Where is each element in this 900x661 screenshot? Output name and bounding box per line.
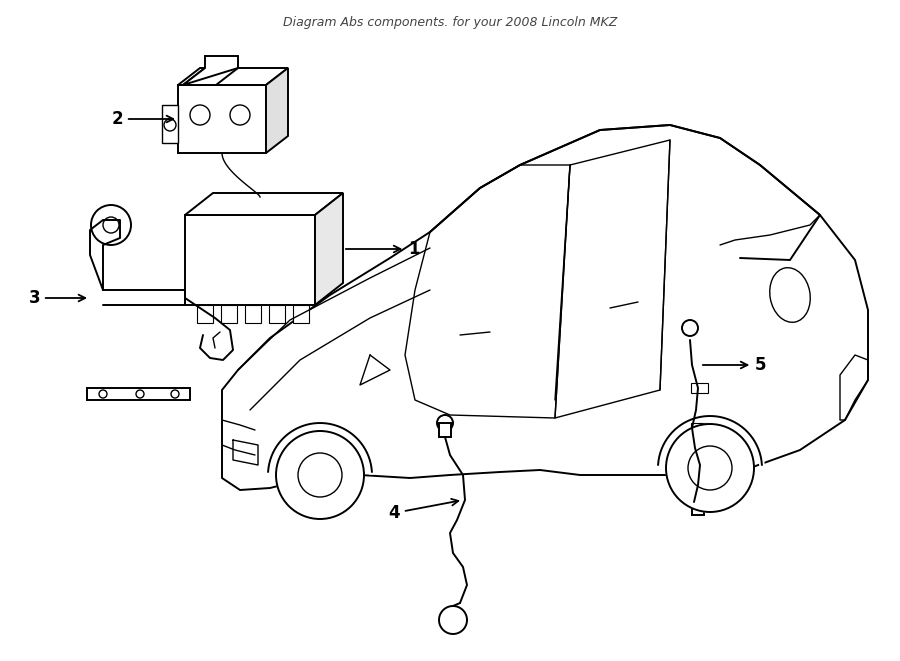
Text: 5: 5 [703,356,767,374]
Polygon shape [293,305,309,323]
Polygon shape [439,423,451,437]
Polygon shape [245,305,261,323]
Ellipse shape [770,268,810,323]
Polygon shape [692,502,704,515]
Polygon shape [178,85,266,153]
Text: Diagram Abs components. for your 2008 Lincoln MKZ: Diagram Abs components. for your 2008 Li… [283,16,617,29]
Polygon shape [185,215,315,305]
Text: 1: 1 [346,240,419,258]
Polygon shape [222,125,868,490]
Polygon shape [178,68,288,85]
Polygon shape [691,465,708,475]
Polygon shape [185,193,343,215]
Polygon shape [221,305,237,323]
Polygon shape [183,68,238,85]
Polygon shape [266,68,288,153]
Polygon shape [691,383,708,393]
Polygon shape [197,305,213,323]
Polygon shape [162,105,178,143]
Text: 4: 4 [389,499,458,522]
Text: 2: 2 [112,110,173,128]
Polygon shape [183,56,238,85]
Circle shape [666,424,754,512]
Polygon shape [315,193,343,305]
Text: 3: 3 [29,289,86,307]
Circle shape [276,431,364,519]
Polygon shape [269,305,285,323]
Polygon shape [691,423,708,433]
Polygon shape [87,388,190,400]
